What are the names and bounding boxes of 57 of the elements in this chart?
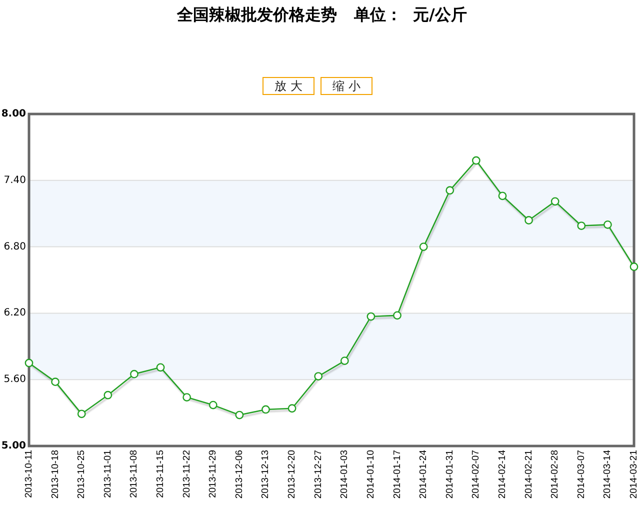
point — [314, 372, 323, 380]
x-tick-label: 2013-11-22 — [181, 450, 192, 498]
x-tick-label: 2013-10-11 — [24, 450, 34, 498]
x-tick-label: 2014-03-07 — [576, 450, 587, 499]
x-tick-label: 2013-12-27 — [312, 450, 324, 499]
point — [393, 311, 402, 320]
point — [130, 370, 138, 378]
x-tick-label: 2014-02-28 — [550, 450, 561, 499]
point — [630, 262, 638, 271]
point — [104, 390, 112, 400]
point — [156, 363, 165, 372]
x-tick-label: 2013-11-15 — [155, 450, 166, 498]
point — [498, 192, 507, 200]
x-tick-label: 2013-11-01 — [102, 450, 114, 498]
y-tick-label: 5.60 — [4, 374, 26, 386]
x-tick-label: 2013-10-18 — [50, 450, 61, 499]
x-tick-label: 2013-12-13 — [260, 450, 272, 499]
x-tick-label: 2014-03-14 — [602, 450, 614, 499]
y-tick-label: 6.20 — [4, 308, 26, 319]
x-tick-label: 2014-01-17 — [392, 450, 403, 499]
x-tick-label: 2013-11-08 — [128, 450, 140, 498]
point — [446, 186, 454, 195]
y-tick-label: 6.80 — [4, 241, 26, 252]
y-tick-label: 7.40 — [4, 174, 26, 186]
point — [366, 312, 376, 321]
point — [419, 242, 428, 251]
point — [182, 393, 192, 402]
x-tick-label: 2014-01-03 — [339, 450, 350, 499]
chart-title: 全国辣椒批发价格走势 单位： 元/公斤 — [176, 5, 467, 24]
y-tick-label: 5.00 — [1, 440, 26, 452]
x-tick-label: 2013-12-06 — [234, 450, 245, 499]
x-tick-label: 2014-01-10 — [365, 450, 376, 499]
x-tick-label: 2014-02-07 — [470, 450, 482, 499]
point — [262, 405, 270, 414]
x-tick-label: 2014-02-21 — [523, 450, 534, 499]
y-tick-label: 8.00 — [1, 108, 26, 120]
point — [550, 197, 560, 206]
x-tick-label: 2014-03-21 — [628, 450, 640, 499]
point — [340, 356, 349, 365]
point — [603, 220, 612, 229]
point — [577, 222, 586, 230]
text: 缩 小 — [332, 79, 360, 93]
point — [235, 410, 244, 420]
x-tick-label: 2014-02-14 — [496, 450, 508, 499]
text: 放 大 — [274, 79, 302, 93]
x-tick-label: 2013-11-29 — [208, 450, 219, 498]
x-tick-label: 2013-12-20 — [286, 450, 298, 499]
point — [77, 410, 86, 418]
point — [472, 156, 480, 165]
point — [288, 404, 296, 413]
x-tick-label: 2014-01-24 — [418, 450, 430, 499]
point — [24, 358, 34, 368]
x-tick-label: 2014-01-31 — [444, 450, 456, 499]
point — [208, 400, 218, 410]
point — [524, 216, 533, 224]
point — [51, 378, 60, 386]
x-tick-label: 2013-10-25 — [76, 450, 88, 499]
